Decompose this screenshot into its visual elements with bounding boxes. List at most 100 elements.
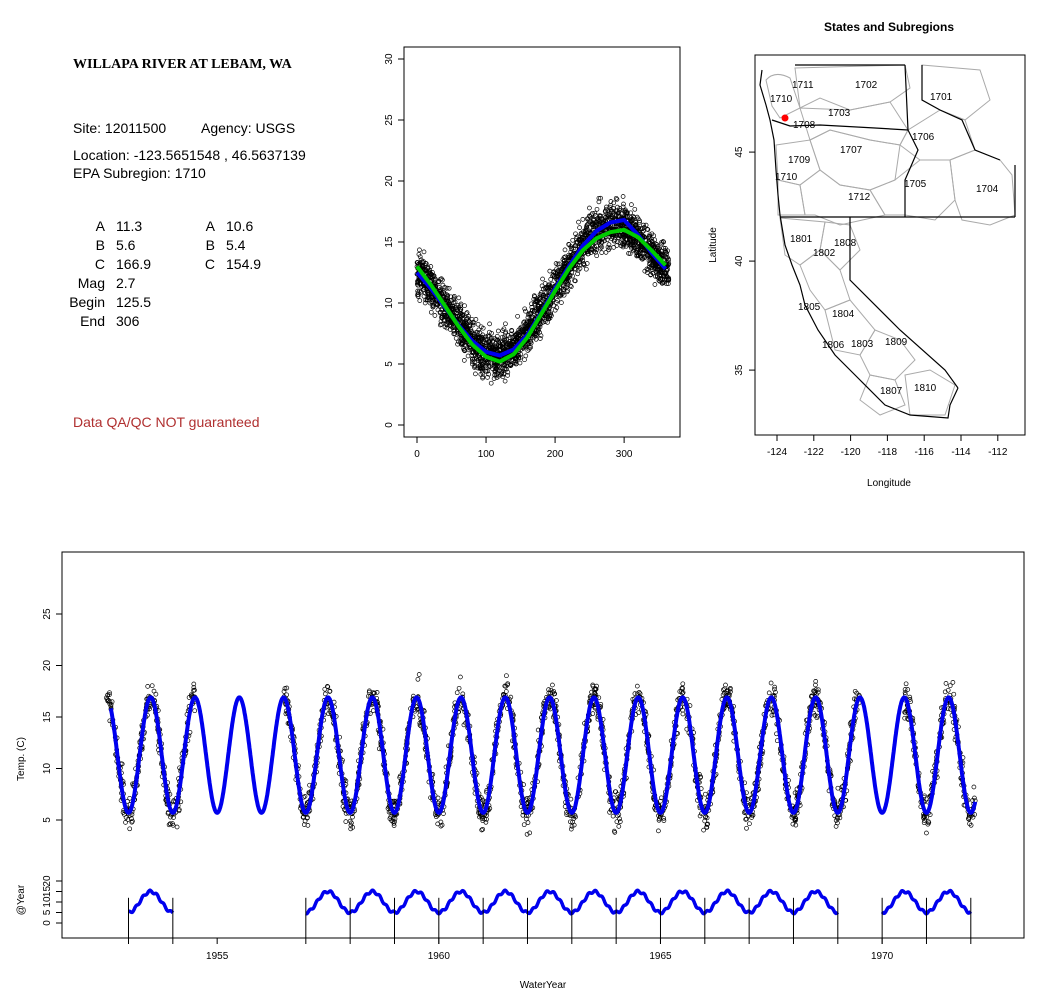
observation-point <box>566 242 572 248</box>
observation-point <box>461 358 467 363</box>
x-tick-label: 300 <box>616 449 633 460</box>
subregion-label: 1801 <box>790 234 813 245</box>
observation-point <box>500 345 506 351</box>
observation-point <box>186 695 192 700</box>
observation-point <box>663 254 669 260</box>
observation-point <box>902 690 908 695</box>
subregion-label: 1807 <box>880 386 903 397</box>
observation-point <box>417 280 423 286</box>
observation-point <box>815 687 821 693</box>
observation-point <box>680 707 686 713</box>
observation-point <box>451 295 457 301</box>
observation-point <box>922 814 927 820</box>
observation-point <box>420 263 426 269</box>
wa-or-border <box>771 119 909 131</box>
y-tick-label: 20 <box>42 660 53 672</box>
observation-point <box>444 285 450 291</box>
year-axis-tick-label: 0 <box>42 920 53 926</box>
observation-point <box>450 303 455 309</box>
observation-point <box>492 372 498 378</box>
observation-point <box>568 826 574 832</box>
y-tick-label: 0 <box>384 422 395 428</box>
observation-point <box>524 326 530 331</box>
ca-nv-border <box>849 217 959 389</box>
observation-point <box>627 237 633 243</box>
observation-point <box>645 270 650 275</box>
observation-point <box>606 211 612 217</box>
observation-point <box>389 818 394 823</box>
observation-point <box>174 824 180 830</box>
observation-point <box>659 241 664 247</box>
subregion-boundary <box>809 129 901 191</box>
observation-point <box>666 277 672 283</box>
observation-point <box>606 242 612 247</box>
year-axis-tick-label: 10 <box>42 896 53 908</box>
observation-point <box>637 218 642 224</box>
location-label: Location: -123.5651548 , 46.5637139 <box>73 147 306 163</box>
observation-point <box>590 210 595 216</box>
observation-point <box>527 830 533 836</box>
observation-point <box>793 822 799 828</box>
observation-point <box>577 266 583 271</box>
subregion-boundary <box>777 179 806 216</box>
observation-point <box>570 237 576 243</box>
map-y-tick-label: 40 <box>734 255 745 267</box>
subregion-label: 1711 <box>792 80 814 91</box>
observation-point <box>541 286 546 292</box>
observation-point <box>525 348 531 353</box>
subregion-boundary <box>869 159 956 221</box>
x-tick-label: 1955 <box>206 951 229 962</box>
observation-point <box>522 323 528 329</box>
observation-point <box>539 283 545 289</box>
observation-point <box>591 221 597 226</box>
observation-point <box>638 255 644 261</box>
observation-point <box>454 305 459 311</box>
coastline <box>759 69 959 419</box>
observation-point <box>660 276 665 282</box>
observation-point <box>191 685 197 690</box>
observation-point <box>476 327 482 333</box>
observation-point <box>607 809 612 815</box>
observation-point <box>466 313 471 319</box>
observation-point <box>438 309 443 315</box>
subregion-label: 1808 <box>834 238 857 249</box>
observation-point <box>598 243 604 249</box>
observation-point <box>537 336 543 341</box>
map-x-tick-label: -114 <box>951 447 971 458</box>
observation-point <box>516 329 522 335</box>
observation-point <box>586 251 591 257</box>
observation-point <box>490 338 496 344</box>
observation-point <box>500 374 506 380</box>
observation-point <box>497 364 503 370</box>
observation-point <box>370 708 376 713</box>
map-frame <box>754 54 1026 436</box>
observation-point <box>447 322 452 328</box>
observation-point <box>615 239 620 245</box>
observation-point <box>421 293 427 299</box>
observation-point <box>611 200 617 206</box>
observation-point <box>557 289 563 294</box>
observation-point <box>598 214 603 219</box>
observation-point <box>814 715 820 721</box>
observation-point <box>418 289 424 295</box>
observation-point <box>451 309 457 315</box>
observation-point <box>656 275 662 281</box>
map-x-tick-label: -124 <box>767 447 787 458</box>
subregion-label: 1803 <box>851 339 874 350</box>
observation-point <box>523 353 529 359</box>
observation-point <box>641 250 647 256</box>
observation-point <box>661 245 666 251</box>
timeseries-plot-frame <box>61 551 1025 939</box>
observation-point <box>485 368 491 374</box>
observation-point <box>418 281 424 286</box>
observation-point <box>659 239 664 245</box>
observation-point <box>793 817 798 823</box>
observation-point <box>680 690 685 696</box>
observation-point <box>438 819 444 825</box>
observation-point <box>191 688 196 693</box>
observation-point <box>517 360 523 366</box>
observation-point <box>659 795 664 801</box>
observation-point <box>480 368 485 374</box>
observation-point <box>744 825 749 831</box>
